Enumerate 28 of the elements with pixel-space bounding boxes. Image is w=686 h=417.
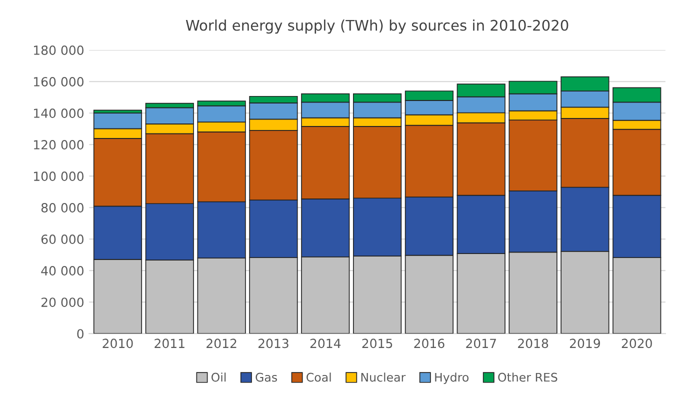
x-tick-label: 2010	[102, 338, 133, 348]
y-tick-label: 80 000	[41, 203, 84, 212]
legend-label: Gas	[256, 372, 277, 382]
x-tick-label: 2016	[414, 338, 444, 348]
y-tick-label: 0	[77, 329, 84, 339]
legend-label: Coal	[306, 372, 331, 382]
x-tick-label: 2011	[154, 338, 184, 348]
y-tick-label: 40 000	[41, 266, 84, 276]
x-tick-label: 2013	[258, 338, 288, 348]
y-tick-label: 160 000	[34, 77, 84, 86]
x-tick-label: 2014	[310, 338, 341, 348]
y-tick-label: 60 000	[41, 234, 84, 244]
y-tick-label: 20 000	[41, 298, 84, 308]
x-tick-label: 2015	[362, 338, 392, 348]
legend-label: Nuclear	[361, 372, 406, 382]
x-tick-label: 2012	[206, 338, 236, 348]
x-tick-label: 2017	[466, 338, 496, 348]
y-tick-label: 120 000	[34, 140, 84, 150]
legend-label: Other RES	[498, 372, 558, 382]
legend-label: Hydro	[435, 372, 469, 384]
legend-label: Oil	[212, 372, 226, 382]
chart-title: World energy supply (TWh) by sources in 2010-2020	[186, 20, 568, 34]
y-tick-label: 140 000	[34, 108, 84, 118]
y-tick-label: 100 000	[34, 172, 84, 181]
x-tick-label: 2020	[622, 338, 652, 348]
x-tick-label: 2018	[518, 338, 548, 348]
x-tick-label: 2019	[570, 338, 600, 348]
y-tick-label: 180 000	[34, 46, 84, 55]
